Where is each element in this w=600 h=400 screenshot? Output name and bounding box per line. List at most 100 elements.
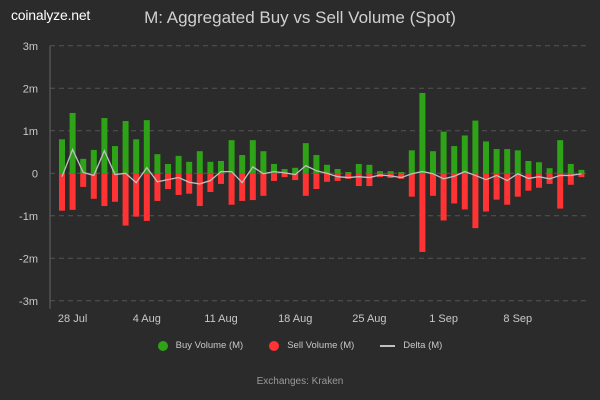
- sell-volume-bar: [324, 173, 330, 182]
- y-tick-label: 1m: [23, 126, 38, 138]
- buy-volume-bar: [567, 163, 574, 174]
- buy-volume-bar: [249, 140, 256, 174]
- buy-volume-bar: [281, 169, 288, 174]
- sell-volume-bar: [122, 173, 129, 226]
- coinalyze-logo[interactable]: coinalyze.net: [11, 7, 91, 23]
- sell-volume-bar: [69, 173, 76, 210]
- sell-volume-bar: [249, 173, 256, 201]
- buy-volume-bar: [186, 161, 193, 174]
- buy-volume-bar: [260, 151, 267, 174]
- sell-volume-bar: [260, 173, 267, 196]
- buy-volume-bar: [483, 141, 489, 174]
- sell-volume-bar: [133, 173, 140, 217]
- buy-volume-bar: [430, 151, 436, 174]
- sell-volume-marker-icon: [269, 340, 280, 351]
- sell-volume-bar: [292, 173, 299, 181]
- x-tick-label: 11 Aug: [204, 313, 237, 325]
- buy-volume-bar: [175, 155, 182, 174]
- sell-volume-bar: [493, 173, 500, 200]
- buy-volume-bar: [408, 150, 415, 174]
- sell-volume-bar: [419, 173, 426, 252]
- sell-volume-bar: [536, 173, 542, 188]
- buy-volume-bar: [313, 155, 320, 174]
- buy-volume-bar: [122, 121, 129, 174]
- buy-volume-bar: [101, 118, 108, 174]
- sell-volume-bar: [186, 173, 193, 194]
- legend-label-delta: Delta (M): [403, 340, 443, 351]
- sell-volume-bar: [461, 173, 468, 210]
- sell-volume-bar: [239, 173, 246, 201]
- x-tick-label: 4 Aug: [133, 313, 161, 325]
- sell-volume-bar: [80, 173, 87, 187]
- buy-volume-bar: [143, 120, 150, 174]
- sell-volume-bar: [345, 173, 352, 179]
- legend-item-sell[interactable]: Sell Volume (M): [269, 340, 354, 351]
- buy-volume-bar: [345, 172, 352, 174]
- sell-volume-bar: [472, 173, 479, 229]
- buy-volume-bar: [292, 167, 299, 174]
- sell-volume-bar: [302, 173, 309, 196]
- y-tick-label: -2m: [19, 253, 38, 265]
- buy-volume-bar: [398, 172, 405, 174]
- sell-volume-bar: [355, 173, 362, 187]
- buy-volume-bar: [207, 161, 214, 174]
- sell-volume-bar: [483, 173, 489, 212]
- buy-volume-bar: [451, 146, 458, 174]
- buy-volume-bar: [504, 149, 511, 174]
- sell-volume-bar: [514, 173, 521, 197]
- legend: Buy Volume (M) Sell Volume (M) Delta (M): [0, 340, 600, 351]
- buy-volume-bar: [154, 154, 161, 174]
- y-tick-label: -1m: [19, 211, 38, 223]
- buy-volume-bar: [355, 163, 362, 174]
- buy-volume-bar: [536, 162, 542, 174]
- buy-volume-bar: [419, 92, 426, 174]
- sell-volume-bar: [90, 173, 97, 199]
- buy-volume-bar: [271, 163, 277, 174]
- y-tick-label: 2m: [23, 83, 38, 95]
- y-tick-label: -3m: [19, 296, 38, 308]
- y-tick-label: 0: [32, 168, 38, 180]
- sell-volume-bar: [154, 173, 161, 201]
- buy-volume-bar: [334, 169, 341, 174]
- buy-volume-bar: [377, 171, 383, 174]
- sell-volume-bar: [398, 173, 405, 179]
- sell-volume-bar: [504, 173, 511, 205]
- sell-volume-bar: [451, 173, 458, 204]
- sell-volume-bar: [440, 173, 447, 221]
- buy-volume-bar: [165, 163, 171, 174]
- buy-volume-bar: [133, 139, 140, 174]
- legend-item-buy[interactable]: Buy Volume (M): [157, 340, 243, 351]
- sell-volume-bar: [366, 173, 373, 187]
- sell-volume-bar: [165, 173, 171, 190]
- sell-volume-bar: [578, 173, 585, 178]
- buy-volume-marker-icon: [157, 340, 168, 351]
- buy-volume-bar: [472, 120, 479, 174]
- buy-volume-bar: [228, 140, 235, 174]
- sell-volume-bar: [175, 173, 182, 195]
- buy-volume-bar: [557, 140, 564, 174]
- buy-volume-bar: [493, 149, 500, 174]
- buy-volume-bar: [440, 131, 447, 174]
- x-tick-label: 8 Sep: [503, 313, 532, 325]
- x-tick-label: 18 Aug: [278, 313, 312, 325]
- buy-volume-bar: [112, 146, 118, 174]
- sell-volume-bar: [525, 173, 532, 191]
- buy-volume-bar: [324, 164, 330, 174]
- legend-item-delta[interactable]: Delta (M): [380, 340, 442, 351]
- buy-volume-bar: [514, 150, 521, 174]
- buy-volume-bar: [387, 171, 394, 174]
- x-tick-label: 25 Aug: [352, 313, 386, 325]
- x-tick-label: 1 Sep: [429, 313, 458, 325]
- y-tick-label: 3m: [23, 41, 38, 53]
- sell-volume-bar: [143, 173, 150, 221]
- sell-volume-bar: [408, 173, 415, 197]
- sell-volume-bar: [228, 173, 235, 205]
- sell-volume-bar: [207, 173, 214, 192]
- sell-volume-bar: [567, 173, 574, 185]
- buy-volume-bar: [69, 112, 76, 174]
- buy-volume-bar: [525, 160, 532, 174]
- buy-volume-bar: [80, 158, 87, 174]
- buy-volume-bar: [546, 168, 553, 174]
- buy-volume-bar: [196, 151, 203, 174]
